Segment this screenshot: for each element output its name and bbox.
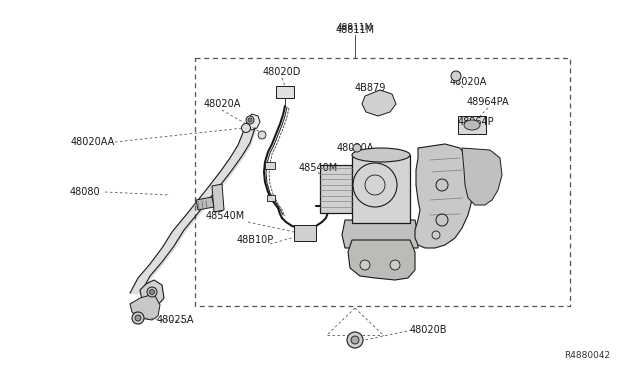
Bar	[267, 195, 275, 201]
Circle shape	[246, 116, 254, 124]
Circle shape	[451, 71, 461, 81]
Circle shape	[347, 332, 363, 348]
Circle shape	[248, 118, 252, 122]
Circle shape	[147, 287, 157, 297]
Polygon shape	[140, 280, 164, 306]
Polygon shape	[415, 144, 474, 248]
Bar	[195, 58, 570, 306]
Circle shape	[390, 260, 400, 270]
Text: 48020B: 48020B	[409, 325, 447, 335]
Text: R4880042: R4880042	[564, 350, 610, 359]
Ellipse shape	[464, 120, 480, 130]
Polygon shape	[342, 220, 418, 248]
Bar	[352, 155, 410, 223]
Circle shape	[353, 144, 361, 152]
Text: 48964P: 48964P	[458, 117, 494, 127]
Text: 48B10P: 48B10P	[236, 235, 274, 245]
Polygon shape	[196, 197, 214, 210]
Circle shape	[241, 124, 250, 132]
Polygon shape	[212, 184, 224, 212]
Circle shape	[135, 315, 141, 321]
Circle shape	[132, 312, 144, 324]
Circle shape	[258, 131, 266, 139]
Text: 48020A: 48020A	[336, 143, 374, 153]
Text: 48540M: 48540M	[205, 211, 244, 221]
Polygon shape	[362, 90, 396, 116]
Text: 4B879: 4B879	[355, 83, 386, 93]
Text: 48811M: 48811M	[337, 23, 373, 32]
Text: 48020D: 48020D	[263, 67, 301, 77]
Circle shape	[351, 336, 359, 344]
Bar	[276, 86, 294, 98]
Ellipse shape	[352, 148, 410, 162]
Text: 48811M: 48811M	[335, 25, 374, 35]
Text: 48964PA: 48964PA	[467, 97, 509, 107]
Polygon shape	[246, 114, 260, 130]
Text: 48020A: 48020A	[449, 77, 486, 87]
Polygon shape	[348, 240, 415, 280]
Text: 48025A: 48025A	[156, 315, 194, 325]
Circle shape	[360, 260, 370, 270]
Circle shape	[150, 289, 154, 295]
Text: 48020AA: 48020AA	[71, 137, 115, 147]
Circle shape	[432, 231, 440, 239]
Polygon shape	[462, 148, 502, 205]
Bar	[458, 116, 486, 134]
Bar	[320, 165, 352, 213]
Text: 48020A: 48020A	[204, 99, 241, 109]
Text: 48540M: 48540M	[298, 163, 338, 173]
Text: 48080: 48080	[70, 187, 100, 197]
Polygon shape	[130, 294, 160, 320]
Bar	[294, 225, 316, 241]
Bar	[265, 162, 275, 169]
